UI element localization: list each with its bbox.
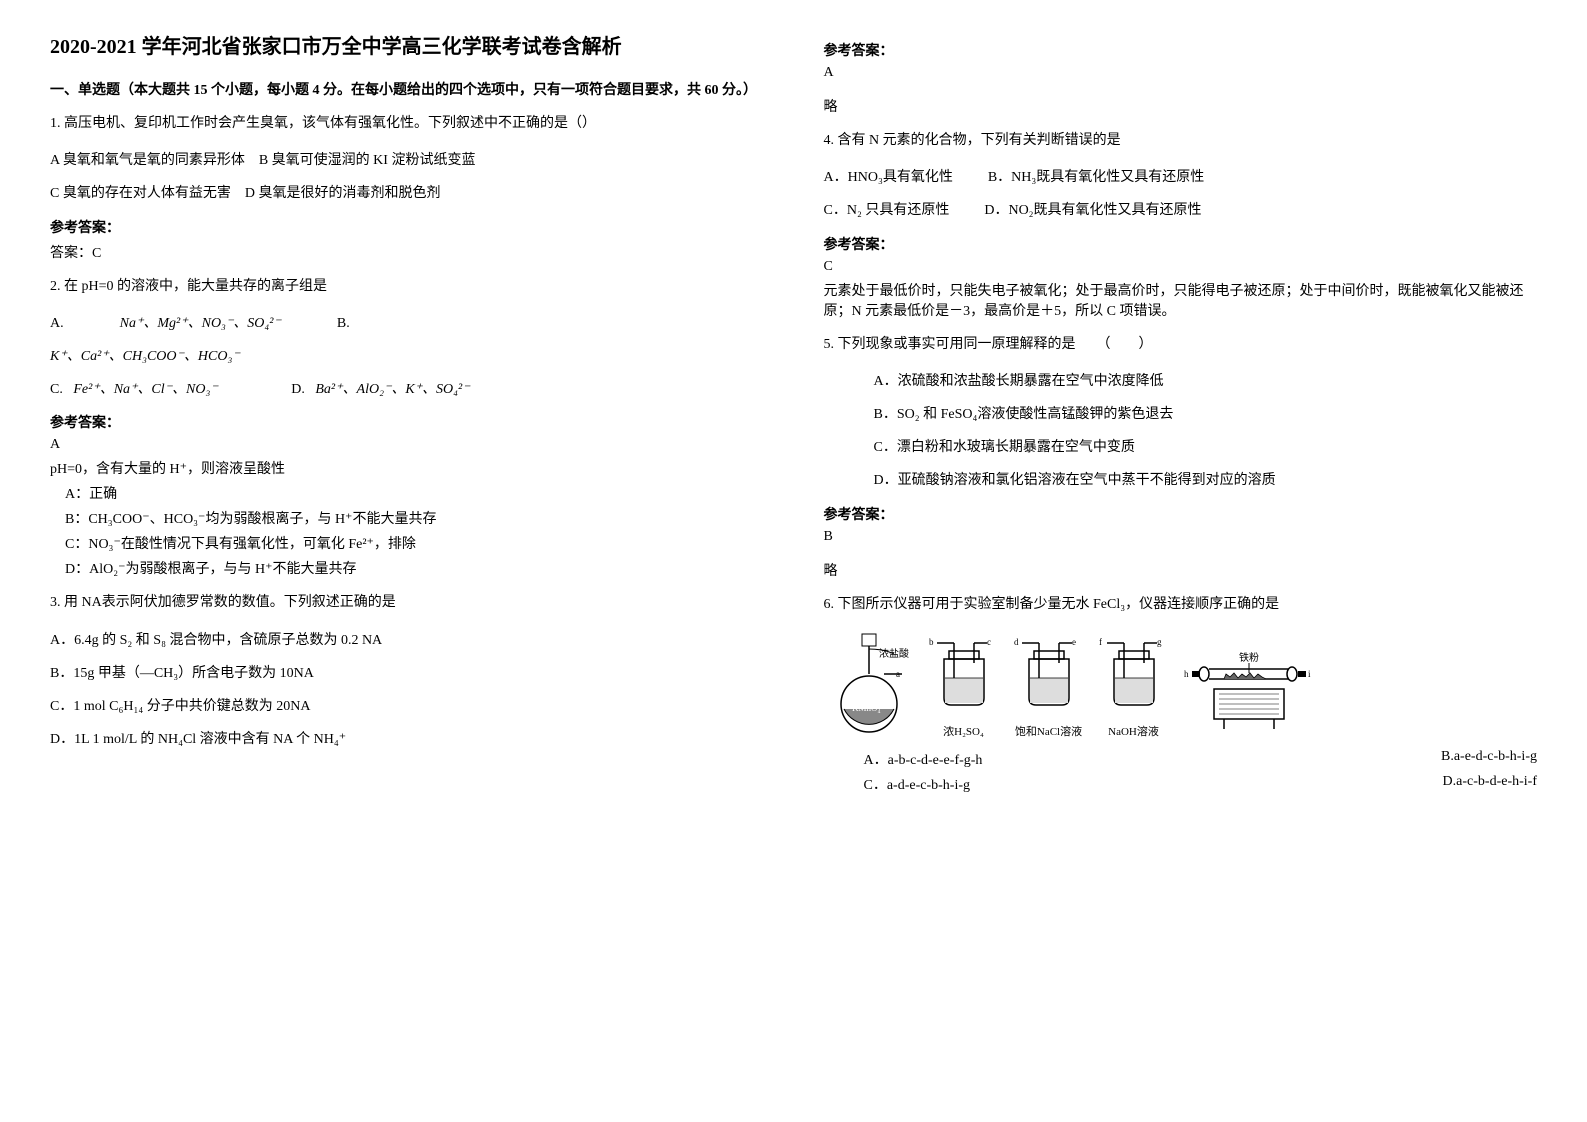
- q4-optC: C．N₂ 只具有还原性: [824, 203, 950, 218]
- q1-optA: A 臭氧和氧气是氧的同素异形体: [50, 153, 245, 168]
- svg-text:d: d: [1014, 637, 1019, 647]
- section1-header: 一、单选题（本大题共 15 个小题，每小题 4 分。在每小题给出的四个选项中，只…: [50, 79, 764, 99]
- naoh-label: NaOH溶液: [1099, 723, 1169, 739]
- q1-optD: D 臭氧是很好的消毒剂和脱色剂: [245, 186, 441, 201]
- svg-text:h: h: [1184, 669, 1189, 679]
- left-column: 2020-2021 学年河北省张家口市万全中学高三化学联考试卷含解析 一、单选题…: [50, 30, 764, 799]
- svg-text:e: e: [1072, 637, 1076, 647]
- q5-optA: A．浓硫酸和浓盐酸长期暴露在空气中浓度降低: [874, 369, 1538, 394]
- q1-answer-label: 参考答案：: [50, 217, 764, 237]
- svg-text:c: c: [987, 637, 991, 647]
- svg-text:f: f: [1099, 637, 1102, 647]
- q5-answer-label: 参考答案：: [824, 504, 1538, 524]
- flask4: f g NaOH溶液: [1099, 633, 1169, 739]
- wash-bottle-icon: b c: [929, 633, 999, 723]
- q4-text: 4. 含有 N 元素的化合物，下列有关判断错误的是: [824, 128, 1538, 153]
- q1-optC: C 臭氧的存在对人体有益无害: [50, 186, 231, 201]
- q4-optD: D．NO₂既具有氧化性又具有还原性: [984, 203, 1201, 218]
- q5-optB: B．SO₂ 和 FeSO₄溶液使酸性高锰酸钾的紫色退去: [874, 402, 1538, 427]
- q2-optB-prefix: B.: [337, 316, 350, 331]
- right-column: 参考答案： A 略 4. 含有 N 元素的化合物，下列有关判断错误的是 A．HN…: [824, 30, 1538, 799]
- wash-bottle-icon: d e: [1014, 633, 1084, 723]
- svg-text:g: g: [1157, 637, 1162, 647]
- h2so4-label: 浓H₂SO₄: [929, 723, 999, 739]
- q1-row1: A 臭氧和氧气是氧的同素异形体 B 臭氧可使湿润的 KI 淀粉试纸变蓝: [50, 148, 764, 173]
- tube-icon: 铁粉 h i: [1184, 649, 1324, 739]
- q4-answer-label: 参考答案：: [824, 234, 1538, 254]
- q4-explain: 元素处于最低价时，只能失电子被氧化；处于最高价时，只能得电子被还原；处于中间价时…: [824, 280, 1538, 320]
- q1-text: 1. 高压电机、复印机工作时会产生臭氧，该气体有强氧化性。下列叙述中不正确的是（…: [50, 111, 764, 136]
- q2-optA-formula: Na⁺、Mg²⁺、NO₃⁻、SO₄²⁻: [120, 316, 281, 331]
- q2-row2: C. Fe²⁺、Na⁺、Cl⁻、NO₃⁻ D. Ba²⁺、AlO₂⁻、K⁺、SO…: [50, 377, 764, 402]
- q5-answer: B: [824, 529, 1538, 545]
- flask3: d e 饱和NaCl溶液: [1014, 633, 1084, 739]
- q2-optC-prefix: C.: [50, 382, 63, 397]
- q6-optB: B.a-e-d-c-b-h-i-g: [1441, 749, 1537, 769]
- q2-optD-formula: Ba²⁺、AlO₂⁻、K⁺、SO₄²⁻: [315, 382, 469, 397]
- q5-text: 5. 下列现象或事实可用同一原理解释的是 （ ）: [824, 332, 1538, 357]
- q2-answer-label: 参考答案：: [50, 412, 764, 432]
- apparatus-diagram: 浓盐酸 a KMnO₄ b c 浓H₂SO₄: [824, 629, 1538, 739]
- q6-optA: A．a-b-c-d-e-e-f-g-h: [864, 749, 983, 769]
- q4-row2: C．N₂ 只具有还原性 D．NO₂既具有氧化性又具有还原性: [824, 198, 1538, 223]
- q2-answer: A: [50, 437, 764, 453]
- kmno4-label: KMnO₄: [852, 703, 881, 713]
- q2-optB-formula: K⁺、Ca²⁺、CH₃COO⁻、HCO₃⁻: [50, 349, 240, 364]
- q2-optC-formula: Fe²⁺、Na⁺、Cl⁻、NO₃⁻: [73, 382, 217, 397]
- q5-optD: D．亚硫酸钠溶液和氯化铝溶液在空气中蒸干不能得到对应的溶质: [874, 468, 1538, 493]
- nacl-label: 饱和NaCl溶液: [1014, 723, 1084, 739]
- q2-row1: A. Na⁺、Mg²⁺、NO₃⁻、SO₄²⁻ B.: [50, 311, 764, 336]
- q6-opts-row1: A．a-b-c-d-e-e-f-g-h B.a-e-d-c-b-h-i-g: [824, 749, 1538, 769]
- q6-optD: D.a-c-b-d-e-h-i-f: [1443, 774, 1537, 794]
- q3-note: 略: [824, 96, 1538, 116]
- q2-explainC: C：NO₃⁻在酸性情况下具有强氧化性，可氧化 Fe²⁺，排除: [65, 533, 764, 553]
- wash-bottle-icon: f g: [1099, 633, 1169, 723]
- flask1: 浓盐酸 a KMnO₄: [824, 629, 914, 739]
- q2-optB-row: K⁺、Ca²⁺、CH₃COO⁻、HCO₃⁻: [50, 344, 764, 369]
- flask2: b c 浓H₂SO₄: [929, 633, 999, 739]
- q3-answer: A: [824, 65, 1538, 81]
- q3-optC: C．1 mol C₆H₁₄ 分子中共价键总数为 20NA: [50, 694, 764, 719]
- q2-explain1: pH=0，含有大量的 H⁺，则溶液呈酸性: [50, 458, 764, 478]
- q3-text: 3. 用 NA表示阿伏加德罗常数的数值。下列叙述正确的是: [50, 590, 764, 615]
- svg-text:i: i: [1308, 669, 1311, 679]
- q1-answer: 答案：C: [50, 242, 764, 262]
- exam-title: 2020-2021 学年河北省张家口市万全中学高三化学联考试卷含解析: [50, 30, 764, 59]
- q1-row2: C 臭氧的存在对人体有益无害 D 臭氧是很好的消毒剂和脱色剂: [50, 181, 764, 206]
- q6-optC: C．a-d-e-c-b-h-i-g: [864, 774, 971, 794]
- q3-optA: A．6.4g 的 S₂ 和 S₈ 混合物中，含硫原子总数为 0.2 NA: [50, 628, 764, 653]
- q4-row1: A．HNO₃具有氧化性 B．NH₃既具有氧化性又具有还原性: [824, 165, 1538, 190]
- q3-answer-label: 参考答案：: [824, 40, 1538, 60]
- q6-opts-row2: C．a-d-e-c-b-h-i-g D.a-c-b-d-e-h-i-f: [824, 774, 1538, 794]
- q1-optB: B 臭氧可使湿润的 KI 淀粉试纸变蓝: [259, 153, 476, 168]
- svg-text:b: b: [929, 637, 934, 647]
- q2-explainA: A：正确: [65, 483, 764, 503]
- q4-optB: B．NH₃既具有氧化性又具有还原性: [988, 170, 1204, 185]
- q2-explainB: B：CH₃COO⁻、HCO₃⁻均为弱酸根离子，与 H⁺不能大量共存: [65, 508, 764, 528]
- q6-text: 6. 下图所示仪器可用于实验室制备少量无水 FeCl₃，仪器连接顺序正确的是: [824, 592, 1538, 617]
- q5-note: 略: [824, 560, 1538, 580]
- round-flask-icon: 浓盐酸 a KMnO₄: [824, 629, 914, 739]
- q3-optB: B．15g 甲基（—CH₃）所含电子数为 10NA: [50, 661, 764, 686]
- q2-explainD: D：AlO₂⁻为弱酸根离子，与与 H⁺不能大量共存: [65, 558, 764, 578]
- q2-text: 2. 在 pH=0 的溶液中，能大量共存的离子组是: [50, 274, 764, 299]
- fe-label: 铁粉: [1239, 651, 1259, 664]
- hcl-label: 浓盐酸: [879, 647, 909, 660]
- q5-optC: C．漂白粉和水玻璃长期暴露在空气中变质: [874, 435, 1538, 460]
- tube: 铁粉 h i: [1184, 649, 1324, 739]
- q4-answer: C: [824, 259, 1538, 275]
- q3-optD: D．1L 1 mol/L 的 NH₄Cl 溶液中含有 NA 个 NH₄⁺: [50, 727, 764, 752]
- q2-optD-prefix: D.: [291, 382, 305, 397]
- q4-optA: A．HNO₃具有氧化性: [824, 170, 953, 185]
- q2-optA-prefix: A.: [50, 316, 64, 331]
